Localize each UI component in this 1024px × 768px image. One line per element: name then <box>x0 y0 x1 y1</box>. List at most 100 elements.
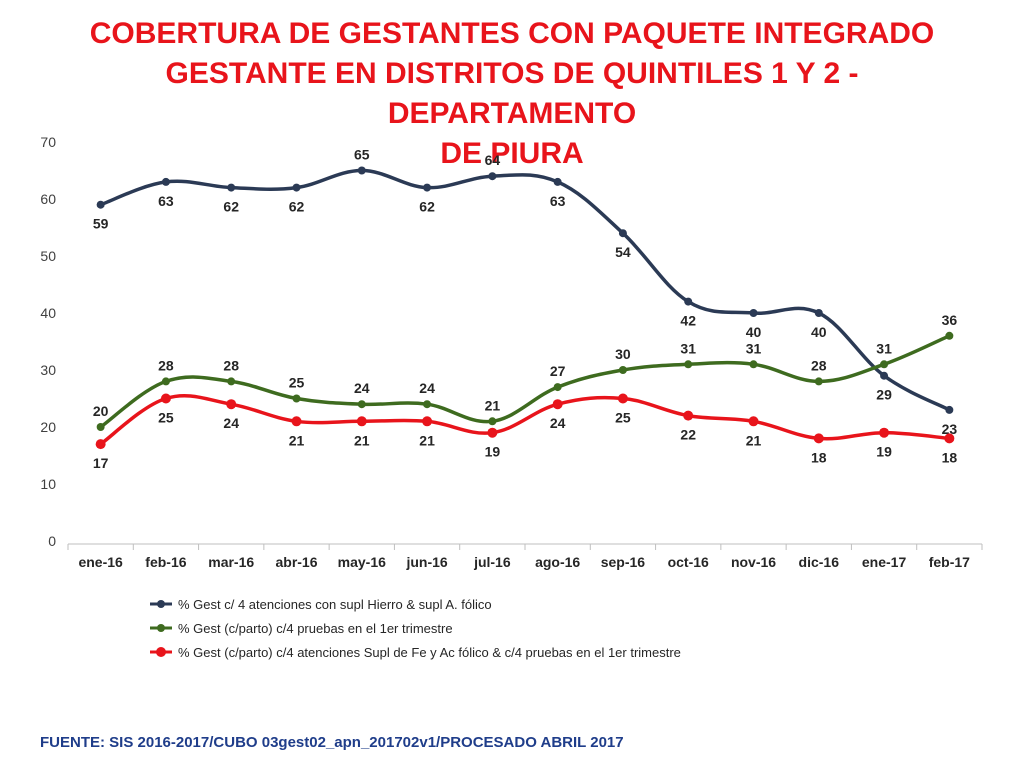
data-point <box>748 416 759 427</box>
data-label: 17 <box>93 455 109 471</box>
data-label: 28 <box>223 357 239 373</box>
data-label: 59 <box>93 216 109 232</box>
data-label: 40 <box>746 324 762 340</box>
data-label: 42 <box>680 313 696 329</box>
y-tick-label: 60 <box>40 191 56 207</box>
data-point <box>880 371 889 380</box>
data-label: 23 <box>942 421 958 437</box>
y-tick-label: 40 <box>40 305 56 321</box>
title-line-1: COBERTURA DE GESTANTES CON PAQUETE INTEG… <box>89 17 935 50</box>
data-label: 18 <box>942 449 958 465</box>
data-point <box>945 331 954 340</box>
legend-entry-label: % Gest c/ 4 atenciones con supl Hierro &… <box>178 597 492 612</box>
data-label: 24 <box>550 415 566 431</box>
data-label: 24 <box>354 380 370 396</box>
data-point <box>487 427 498 438</box>
data-point <box>813 433 824 444</box>
data-label: 19 <box>876 444 892 460</box>
source-note: FUENTE: SIS 2016-2017/CUBO 03gest02_apn_… <box>40 734 624 751</box>
data-label: 21 <box>419 432 435 448</box>
y-tick-label: 0 <box>48 533 56 549</box>
data-label: 24 <box>223 415 239 431</box>
data-label: 62 <box>419 199 435 215</box>
data-point <box>552 399 563 410</box>
data-point <box>618 229 627 238</box>
data-label: 30 <box>615 346 631 362</box>
title-line-2: GESTANTE EN DISTRITOS DE QUINTILES 1 Y 2… <box>165 57 859 130</box>
x-tick-label: abr-16 <box>275 554 317 570</box>
legend-swatch-marker <box>156 647 166 657</box>
data-point <box>814 309 823 317</box>
data-point <box>227 377 236 386</box>
data-label: 21 <box>289 432 305 448</box>
data-label: 25 <box>615 410 631 426</box>
data-point <box>423 183 432 192</box>
data-point <box>683 410 694 421</box>
y-tick-label: 30 <box>40 362 56 378</box>
x-tick-label: oct-16 <box>668 554 709 570</box>
data-label: 36 <box>942 312 958 328</box>
data-point <box>749 360 758 369</box>
data-point <box>944 433 955 444</box>
data-label: 24 <box>419 380 435 396</box>
data-point <box>488 417 497 426</box>
chart-title: COBERTURA DE GESTANTES CON PAQUETE INTEG… <box>40 14 984 174</box>
data-point <box>617 393 628 404</box>
data-label: 19 <box>485 444 501 460</box>
x-tick-label: nov-16 <box>731 554 776 570</box>
x-tick-label: jul-16 <box>473 554 511 570</box>
legend-swatch-marker <box>157 600 165 608</box>
data-point <box>356 416 367 427</box>
data-point <box>553 383 562 392</box>
legend-entry-label: % Gest (c/parto) c/4 pruebas en el 1er t… <box>178 621 453 636</box>
data-point <box>95 439 106 450</box>
title-line-3: DE PIURA <box>440 137 584 170</box>
data-label: 21 <box>746 432 762 448</box>
x-tick-label: jun-16 <box>405 554 447 570</box>
data-point <box>291 416 302 427</box>
data-point <box>749 309 758 317</box>
x-tick-label: feb-17 <box>929 554 970 570</box>
data-point <box>618 366 627 374</box>
data-point <box>357 400 366 409</box>
data-point <box>684 360 693 369</box>
legend-swatch-marker <box>157 624 165 632</box>
data-label: 65 <box>354 147 370 163</box>
legend-entry-label: % Gest (c/parto) c/4 atenciones Supl de … <box>178 645 681 660</box>
data-label: 18 <box>811 449 827 465</box>
data-label: 40 <box>811 324 827 340</box>
data-label: 20 <box>93 403 109 419</box>
data-point <box>422 416 433 427</box>
line-chart: 0 10 20 30 40 50 60 70 ene-16 feb-16 mar-16 abr-16 m… <box>40 134 983 660</box>
data-point <box>226 399 237 410</box>
x-tick-label: ene-16 <box>78 554 123 570</box>
data-point <box>423 400 432 409</box>
y-tick-label: 10 <box>40 476 56 492</box>
data-label: 27 <box>550 363 566 379</box>
data-point <box>945 405 954 414</box>
data-point <box>96 200 105 209</box>
data-label: 63 <box>550 193 566 209</box>
data-label: 29 <box>876 387 892 403</box>
data-point <box>161 377 170 386</box>
data-label: 31 <box>876 340 892 356</box>
data-label: 28 <box>158 357 174 373</box>
data-label: 28 <box>811 357 827 373</box>
data-label: 25 <box>158 410 174 426</box>
data-point <box>684 297 693 306</box>
data-point <box>292 183 301 192</box>
data-point <box>814 377 823 386</box>
data-label: 64 <box>485 152 501 168</box>
data-point <box>227 183 236 192</box>
data-point <box>553 177 562 186</box>
data-point <box>357 166 366 175</box>
data-point <box>160 393 171 404</box>
y-tick-label: 50 <box>40 248 56 264</box>
data-label: 25 <box>289 375 305 391</box>
y-tick-label: 70 <box>40 134 56 150</box>
data-label: 62 <box>223 199 239 215</box>
x-tick-label: dic-16 <box>799 554 840 570</box>
x-tick-label: mar-16 <box>208 554 254 570</box>
data-point <box>96 423 105 431</box>
x-tick-label: may-16 <box>338 554 386 570</box>
